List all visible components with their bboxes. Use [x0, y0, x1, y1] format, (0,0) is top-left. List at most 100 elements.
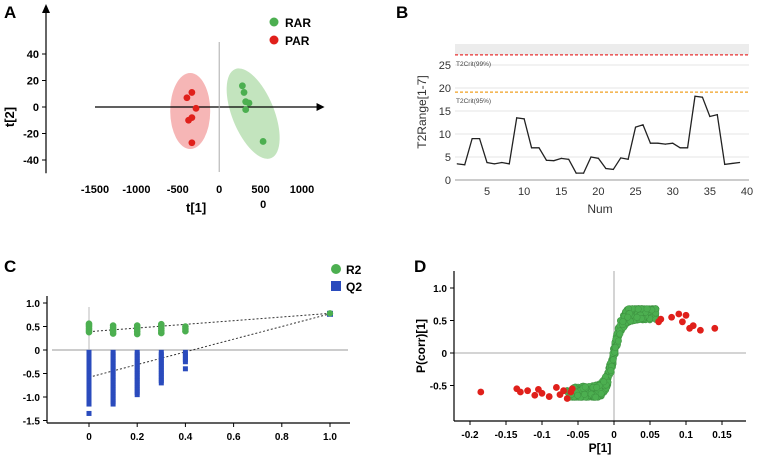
r2-point: [133, 322, 141, 329]
series-point: [679, 147, 681, 149]
point-par: [183, 94, 191, 102]
series-point: [568, 158, 570, 160]
x-axis-label: Num: [587, 202, 612, 216]
variable-point: [624, 313, 632, 321]
ellipse-par: [170, 72, 211, 149]
y-tick-label: 0: [34, 346, 40, 357]
point-rar: [259, 138, 267, 145]
series-point: [694, 95, 696, 97]
significant-variable-point: [531, 391, 539, 399]
variable-point: [643, 305, 651, 313]
series-point: [553, 160, 555, 162]
series-point: [657, 142, 659, 144]
q2-point: [182, 349, 188, 355]
x-tick-label: 0: [216, 184, 222, 196]
x-axis-label: P[1]: [589, 441, 612, 455]
x-tick-label: 5: [484, 186, 490, 198]
x-tick-label: 0.15: [712, 430, 732, 441]
variable-point: [607, 367, 615, 375]
series-point: [634, 126, 637, 128]
series-point: [664, 143, 666, 145]
y-tick-label: 0: [445, 175, 451, 187]
variable-point: [616, 330, 624, 338]
x-tick-label: 0.2: [130, 432, 144, 443]
y-tick-label: 20: [27, 76, 39, 88]
series-point: [620, 157, 622, 159]
significant-variable-point: [524, 387, 531, 395]
series-point: [672, 142, 674, 144]
r2-original-point: [326, 310, 334, 317]
x-axis-label: t[1]: [186, 200, 206, 215]
series-point: [516, 117, 518, 119]
x-tick-label: 500: [251, 184, 269, 196]
x-tick-label: 40: [741, 186, 753, 198]
panel-letter-c: C: [4, 257, 16, 276]
legend-marker-rar: [269, 17, 279, 27]
x-tick-label: 1.0: [323, 432, 337, 443]
panel-c-permutation-plot: 1.0 0.5 0 -0.5 -1.0 -1.5 0 0.2 0.4 0.6 0.8 1.0 R2 Q2: [23, 263, 363, 443]
y-tick-label: 20: [439, 83, 451, 95]
legend-marker-q2: [331, 281, 341, 291]
significant-variable-point: [517, 388, 524, 396]
x-tick-label: 20: [592, 186, 604, 198]
panel-letter-d: D: [414, 257, 426, 276]
y-tick-label: -1.5: [23, 417, 41, 428]
panel-b-t2range-plot: 0 5 10 15 20 25 5 10 15 20 25 30 35 40 T2Crit(99%) T2Cr…: [415, 44, 753, 216]
y-tick-label: 15: [439, 106, 451, 118]
variable-point: [609, 356, 617, 364]
q2-point: [158, 349, 164, 355]
variable-point: [574, 391, 582, 399]
x-sub-label: 0: [260, 199, 266, 211]
significant-variable-point: [568, 385, 576, 393]
x-tick-label: 15: [555, 186, 567, 198]
variable-point: [593, 384, 601, 391]
panel-letter-b: B: [396, 3, 408, 22]
y-tick-label: 1.0: [433, 284, 447, 295]
significant-variable-point: [553, 384, 560, 391]
r2-point: [182, 323, 189, 330]
series-point: [471, 138, 473, 140]
x-tick-label: -1500: [81, 184, 109, 196]
series-point: [456, 163, 458, 165]
significant-variable-point: [679, 318, 686, 326]
y-tick-label: 0.5: [433, 317, 447, 328]
point-rar: [240, 89, 248, 96]
q2-point: [86, 349, 92, 355]
x-tick-label: -500: [167, 184, 189, 196]
limit-band: [455, 44, 749, 55]
series-point: [627, 158, 629, 160]
y-tick-label: -0.5: [23, 370, 41, 381]
threshold-label: T2Crit(99%): [456, 61, 491, 68]
r2-regression-line: [88, 312, 331, 333]
x-tick-label: -0.05: [567, 430, 590, 441]
series-point: [501, 161, 503, 164]
significant-variable-point: [689, 322, 697, 330]
variable-point: [619, 318, 627, 326]
significant-variable-point: [711, 324, 719, 332]
variable-point: [634, 305, 642, 313]
x-tick-label: 1000: [290, 184, 314, 196]
significant-variable-point: [675, 310, 683, 318]
series-point: [701, 96, 704, 98]
significant-variable-point: [545, 393, 553, 400]
significant-variable-point: [563, 395, 571, 402]
y-axis-label: t[2]: [2, 107, 17, 127]
y-tick-label: 1.0: [26, 299, 40, 310]
series-point: [530, 147, 533, 149]
significant-variable-point: [668, 313, 675, 321]
y-tick-label: -1.0: [23, 393, 41, 404]
legend-label-par: PAR: [285, 34, 310, 48]
series-point: [582, 172, 585, 174]
legend-label-r2: R2: [346, 263, 362, 277]
y-tick-label: 0: [33, 102, 39, 114]
variable-point: [615, 337, 622, 345]
legend-label-q2: Q2: [346, 280, 362, 294]
series-point: [738, 161, 741, 164]
series-point: [478, 138, 481, 140]
x-tick-label: 0: [611, 430, 617, 441]
panel-letter-a: A: [4, 3, 16, 22]
x-tick-label: 30: [667, 186, 679, 198]
point-par: [192, 104, 200, 112]
x-tick-label: 0.6: [227, 432, 241, 443]
